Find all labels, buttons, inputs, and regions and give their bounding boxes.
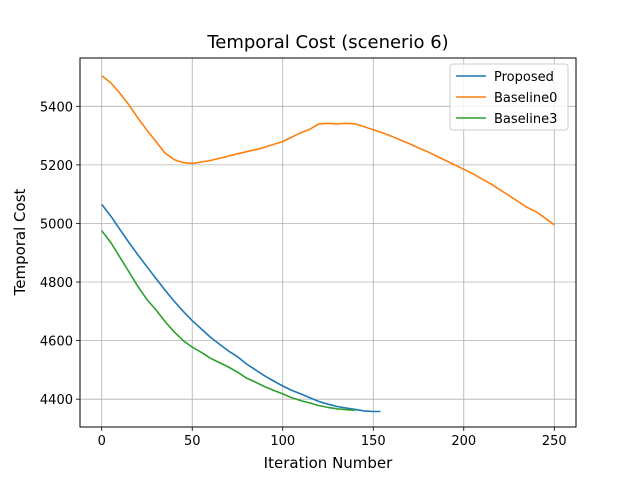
y-tick-label: 5400 [40,100,73,115]
series-line-baseline3 [101,230,356,412]
x-axis-label: Iteration Number [264,454,393,472]
y-tick-label: 5000 [40,217,73,232]
x-tick-label: 0 [98,434,106,449]
legend-label-proposed: Proposed [494,70,554,85]
y-axis-label: Temporal Cost [11,188,29,296]
grid-lines [80,58,576,427]
chart-title: Temporal Cost (scenerio 6) [206,32,448,53]
y-tick-label: 4600 [40,335,73,350]
series-lines [101,74,555,413]
x-tick-label: 50 [184,434,201,449]
series-line-proposed [101,203,381,413]
y-tick-label: 4800 [40,276,73,291]
legend-label-baseline3: Baseline3 [494,112,557,127]
x-tick-label: 250 [542,434,567,449]
plot-area-frame [79,57,577,428]
series-line-baseline0 [101,74,555,226]
x-tick-label: 200 [451,434,476,449]
y-tick-label: 4400 [40,393,73,408]
x-tick-label: 150 [361,434,386,449]
legend-box [449,63,569,131]
y-tick-label: 5200 [40,159,73,174]
legend: Proposed Baseline0 Baseline3 [449,63,569,131]
axis-ticks: 0 50 100 150 200 250 4400 4600 4800 5000 5200 5400 [40,100,567,449]
x-tick-label: 100 [270,434,295,449]
legend-label-baseline0: Baseline0 [494,91,557,106]
